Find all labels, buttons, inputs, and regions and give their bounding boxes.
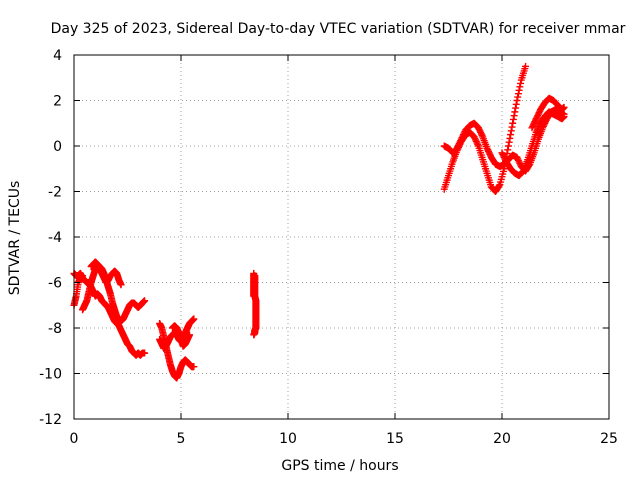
data-point — [186, 331, 194, 339]
data-point — [532, 116, 540, 124]
x-tick-label: 5 — [177, 431, 186, 447]
y-tick-label: -10 — [39, 367, 62, 383]
data-point — [504, 142, 512, 150]
data-point — [504, 146, 512, 154]
data-point — [514, 90, 522, 98]
data-point — [522, 62, 530, 70]
data-point — [514, 156, 522, 164]
data-point — [512, 100, 520, 108]
data-point — [509, 119, 517, 127]
data-point — [141, 349, 149, 357]
y-tick-label: -2 — [48, 185, 62, 201]
data-point — [508, 123, 516, 131]
y-axis-label: SDTVAR / TECUs — [7, 181, 23, 296]
series-mmar-d — [70, 272, 87, 309]
y-tick-label: 0 — [53, 139, 62, 155]
x-tick-label: 0 — [70, 431, 79, 447]
y-tick-label: -4 — [48, 230, 62, 246]
y-tick-label: -8 — [48, 321, 62, 337]
series-mmar-l — [528, 94, 568, 132]
data-point — [190, 363, 198, 371]
data-point — [517, 79, 525, 87]
y-tick-label: 2 — [53, 94, 62, 110]
data-point — [459, 132, 467, 140]
chart-title: Day 325 of 2023, Sidereal Day-to-day VTE… — [51, 21, 626, 37]
plot-frame — [73, 54, 610, 420]
series-mmar-k — [498, 108, 568, 180]
data-point — [514, 93, 522, 101]
data-point — [515, 86, 523, 94]
data-point — [472, 136, 480, 144]
series-mmar-g — [168, 322, 194, 350]
data-point — [507, 127, 515, 135]
data-point — [476, 127, 484, 135]
data-point — [534, 125, 542, 133]
grid-lines — [74, 55, 609, 419]
x-tick-label: 10 — [279, 431, 297, 447]
data-point — [190, 315, 198, 323]
data-point — [509, 115, 517, 123]
data-point — [510, 112, 518, 120]
data-point — [484, 147, 492, 155]
data-point — [511, 108, 519, 116]
series-mmar-c — [87, 258, 125, 289]
data-point — [499, 152, 507, 160]
data-point — [250, 331, 258, 339]
data-points — [70, 62, 568, 382]
data-point — [459, 131, 467, 139]
data-point — [513, 97, 521, 104]
y-tick-label: 4 — [53, 48, 62, 64]
data-point — [79, 272, 87, 280]
data-point — [117, 281, 125, 289]
x-tick-label: 15 — [386, 431, 404, 447]
data-point — [454, 141, 462, 149]
data-point — [141, 297, 149, 305]
x-tick-label: 20 — [493, 431, 511, 447]
series-mmar-a — [70, 269, 149, 359]
series-mmar-j — [440, 106, 568, 175]
data-point — [529, 121, 537, 129]
data-point — [532, 115, 540, 123]
data-point — [505, 138, 513, 146]
data-point — [500, 153, 508, 161]
data-point — [503, 150, 511, 158]
data-point — [506, 134, 514, 142]
series-mmar-h — [250, 269, 260, 339]
x-tick-label: 25 — [600, 431, 618, 447]
data-point — [478, 131, 486, 139]
data-point — [474, 140, 482, 148]
data-point — [512, 104, 520, 112]
y-tick-label: -6 — [48, 276, 62, 292]
data-point — [513, 153, 521, 161]
y-tick-label: -12 — [39, 412, 62, 428]
axis-ticks: 0 5 10 15 20 25 -12 -10 -8 -6 -4 -2 0 2 4 — [39, 48, 618, 447]
data-point — [534, 112, 542, 120]
x-axis-label: GPS time / hours — [281, 458, 398, 474]
data-point — [507, 131, 515, 139]
data-point — [516, 83, 524, 91]
data-point — [495, 182, 503, 190]
data-point — [457, 137, 465, 145]
data-point — [560, 103, 568, 111]
data-point — [560, 112, 568, 120]
